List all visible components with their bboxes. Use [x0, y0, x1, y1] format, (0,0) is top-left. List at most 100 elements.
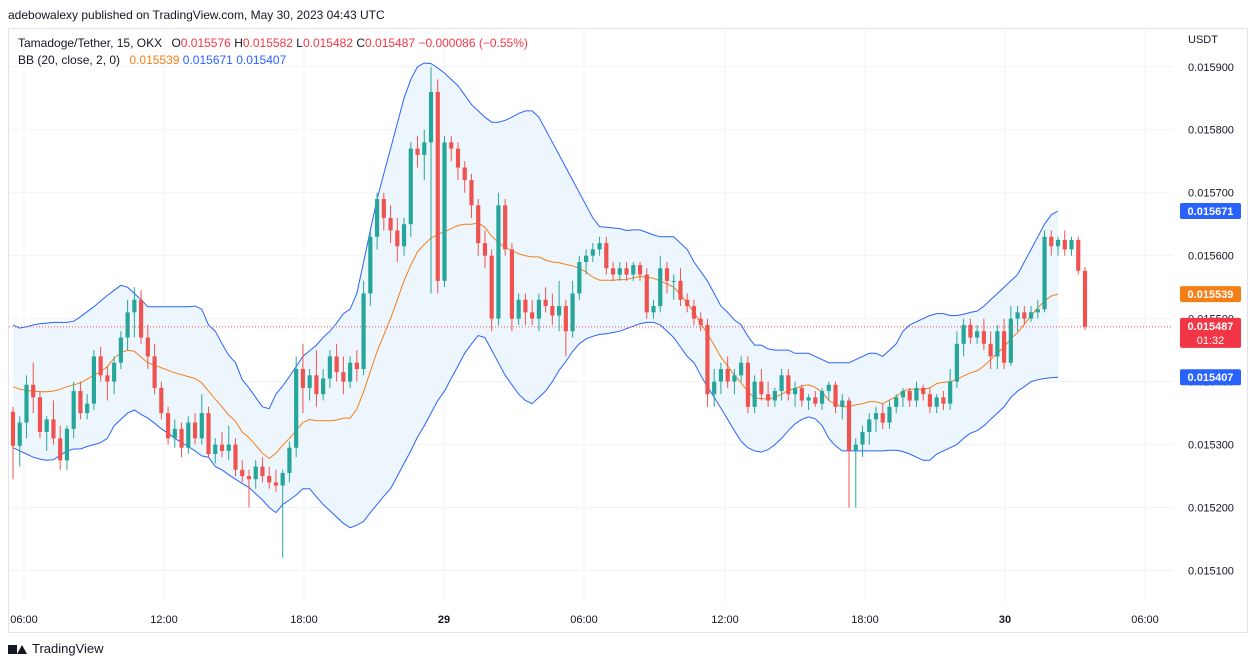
bb-basis-value: 0.015539 [129, 53, 180, 67]
candle-body [792, 387, 798, 395]
candle-body [206, 413, 211, 455]
legend: Tamadoge/Tether, 15, OKX O0.015576 H0.01… [18, 35, 528, 69]
footer[interactable]: TradingView [8, 641, 104, 656]
low-label: L [296, 36, 303, 50]
candle-body [118, 337, 123, 363]
candle-body [1015, 312, 1020, 319]
y-tick-label: 0.015900 [1188, 62, 1234, 74]
price-label-text: 0.015671 [1188, 206, 1234, 218]
candle-body [806, 397, 811, 401]
candle-body [840, 400, 845, 407]
publisher-line: adebowalexy published on TradingView.com… [8, 8, 385, 22]
x-tick-label: 30 [999, 614, 1011, 626]
currency-unit[interactable]: USDT [1188, 34, 1218, 46]
low-value: 0.015482 [302, 36, 354, 50]
candle-body [766, 394, 771, 401]
bb-label[interactable]: BB (20, close, 2, 0) [18, 53, 121, 67]
candle-body [408, 148, 413, 225]
candle-body [422, 142, 427, 155]
y-tick-label: 0.015600 [1188, 251, 1234, 263]
candle-body [563, 306, 568, 332]
candle-body [981, 331, 986, 344]
tradingview-logo-icon [8, 642, 28, 656]
candle-body [1062, 239, 1067, 250]
candle-body [428, 91, 434, 143]
candle-body [907, 391, 912, 401]
candle-body [1069, 239, 1074, 250]
price-label-text: 0.015487 [1188, 321, 1234, 333]
price-label-last: 0.015487 01:32 [1180, 317, 1241, 348]
x-tick-label: 06:00 [1131, 614, 1159, 626]
bb-lower-value: 0.015407 [236, 53, 287, 67]
candle-body [691, 306, 697, 319]
candle-body [287, 447, 292, 473]
price-label-upper: 0.015671 [1180, 202, 1241, 219]
symbol-label[interactable]: Tamadoge/Tether, 15, OKX [18, 36, 163, 50]
candle-body [1002, 331, 1007, 363]
candle-body [435, 91, 440, 281]
price-label-bg [1180, 317, 1241, 348]
candle-body [577, 261, 582, 294]
candle-body [954, 343, 959, 382]
candle-body [712, 381, 717, 395]
candle-body [240, 469, 245, 477]
candle-body [671, 280, 676, 282]
candle-body [253, 466, 258, 480]
candle-body [449, 142, 454, 149]
candle-body [880, 413, 885, 423]
candle-body [476, 205, 481, 244]
candle-body [98, 356, 103, 376]
candle-body [334, 356, 339, 373]
candle-body [597, 243, 602, 250]
footer-brand: TradingView [32, 641, 104, 656]
candle-body [968, 324, 973, 338]
candle-body [779, 375, 784, 392]
price-label-text: 0.015539 [1188, 289, 1234, 301]
candle-body [732, 375, 737, 382]
candle-body [226, 444, 231, 451]
candle-body [550, 306, 555, 316]
candle-body [58, 438, 63, 461]
candle-body [401, 224, 407, 247]
countdown-text: 01:32 [1197, 335, 1225, 347]
candle-body [833, 384, 838, 407]
candle-body [489, 255, 494, 319]
bollinger-band-fill [13, 63, 1058, 528]
candle-body [772, 391, 777, 401]
high-label: H [234, 36, 243, 50]
candle-body [900, 391, 906, 398]
candle-body [570, 293, 575, 332]
candle-body [233, 444, 238, 470]
x-tick-label: 06:00 [10, 614, 38, 626]
candle-body [192, 422, 198, 439]
bb-upper-value: 0.015671 [182, 53, 233, 67]
candle-body [273, 482, 279, 486]
candle-body [503, 205, 508, 250]
candle-body [846, 400, 852, 451]
candle-body [199, 413, 204, 439]
candle-body [10, 411, 16, 446]
candle-body [1082, 270, 1088, 327]
change-value: −0.000086 (−0.55%) [418, 36, 528, 50]
candle-body [860, 431, 865, 445]
candle-body [961, 324, 966, 344]
candle-body [17, 422, 22, 446]
candle-body [887, 406, 892, 423]
candles [10, 66, 1088, 558]
candle-body [300, 369, 306, 388]
price-label-bg [1180, 369, 1241, 386]
candle-body [374, 199, 380, 237]
candle-body [462, 167, 467, 181]
candle-body [361, 293, 366, 370]
candle-body [1022, 312, 1027, 319]
candle-body [125, 312, 130, 338]
x-tick-label: 06:00 [570, 614, 598, 626]
candle-body [536, 299, 541, 319]
candle-body [172, 428, 177, 439]
bb-legend: BB (20, close, 2, 0) 0.015539 0.015671 0… [18, 52, 528, 69]
candle-body [651, 306, 656, 313]
price-label-basis: 0.015539 [1180, 286, 1241, 303]
candle-body [321, 378, 326, 395]
candle-body [610, 268, 616, 275]
